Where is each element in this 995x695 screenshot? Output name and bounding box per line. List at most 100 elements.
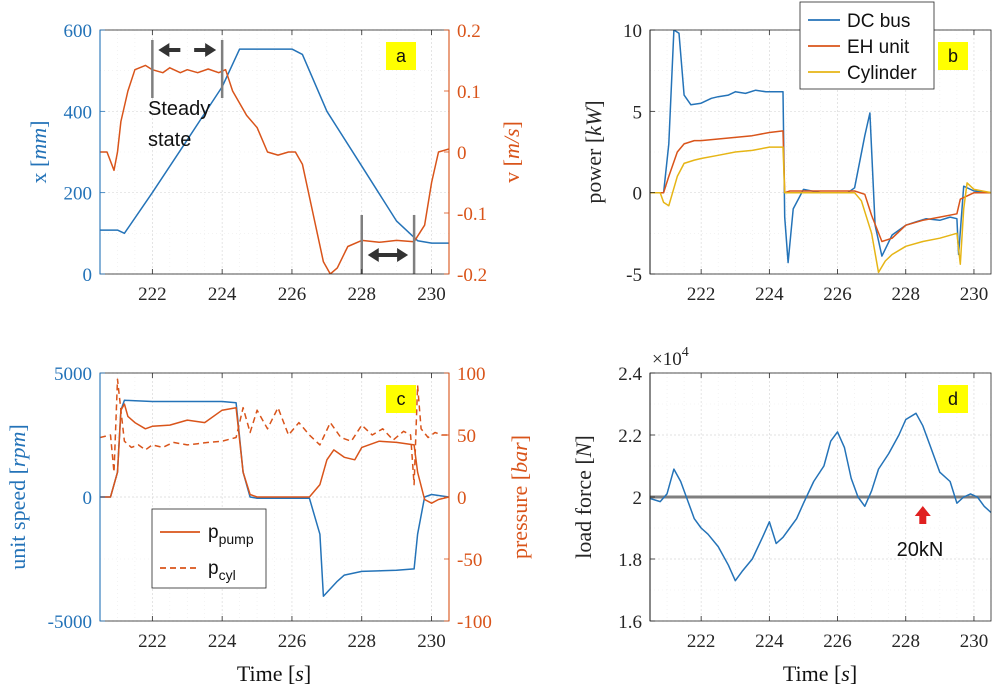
panel-b-left-axis-bracket-open: [ [581, 136, 606, 143]
panel-d-tag-box [938, 385, 968, 413]
arrow-bottom-right-head [397, 248, 409, 262]
panel-b-left-axis-label: power [kW] [581, 100, 606, 203]
panel-c-right-axis-label-main: pressure [507, 480, 532, 559]
panel-a-annotations: Steady state [148, 40, 416, 274]
right-y-tick-label: -100 [457, 612, 492, 633]
y-tick-label: 600 [64, 21, 93, 42]
panel-c-left-axis-label: unit speed [rpm] [5, 424, 30, 569]
arrow-bottom-left-head [367, 248, 379, 262]
arrow-top-left-head [158, 43, 170, 57]
panel-c-x-axis-bracket-open: [ [288, 661, 295, 686]
panel-d-x-axis-label-main: Time [783, 661, 834, 686]
series-line-unit-speed [100, 399, 449, 597]
right-y-tick-label: -50 [457, 550, 482, 571]
panel-c-legend: ppump pcyl [160, 522, 254, 583]
legend-p-cyl-sub: cyl [219, 567, 236, 583]
y-tick-label: 0 [83, 488, 93, 509]
legend-label-cylinder: Cylinder [847, 63, 917, 84]
panel-d-left-axis-bracket-open: [ [571, 457, 596, 464]
y-tick-label: 200 [64, 184, 93, 205]
panel-d-left-axis-label: load force [N] [571, 435, 596, 558]
right-y-tick-label: 50 [457, 426, 476, 447]
panel-c-x-axis-unit: s [295, 661, 304, 686]
arrow-top-right-head [205, 43, 217, 57]
legend-p-pump-base: p [208, 522, 219, 543]
x-tick-label: 224 [208, 631, 237, 652]
panel-c-left-axis-bracket-open: [ [5, 467, 30, 474]
panel-a-left-axis-label: x [mm] [26, 121, 51, 184]
panel-d-tag: d [948, 389, 958, 409]
y-tick-label: 400 [64, 102, 93, 123]
panel-d-exponent-label: ×104 [652, 345, 689, 370]
panel-c-right-axis-bracket-close: ] [507, 435, 532, 442]
panel-d-left-axis-unit: N [571, 441, 596, 458]
legend-item-p-cyl-label: pcyl [208, 558, 236, 583]
panel-b-axes: 222 224 226 228 230 -5 0 5 10 [623, 21, 988, 305]
panel-b-legend: DC bus EH unit Cylinder [808, 11, 917, 84]
panel-c: 222 224 226 228 230 -5000 0 5000 -100 -50 0 50 100 p… [5, 364, 532, 686]
y-tick-label: 0 [83, 265, 93, 286]
panel-d-x-axis-unit: s [841, 661, 850, 686]
x-tick-label: 228 [348, 284, 377, 305]
right-y-tick-label: 0.2 [457, 21, 481, 42]
right-y-tick-label: -0.2 [457, 265, 487, 286]
y-tick-label: 1.8 [618, 550, 642, 571]
y-tick-label: 5000 [54, 364, 92, 385]
panel-c-right-axis-bracket-open: [ [507, 473, 532, 480]
y-tick-label: -5 [626, 265, 642, 286]
panel-c-right-axis-label: pressure [bar] [507, 435, 532, 559]
y-tick-label: -5000 [48, 612, 92, 633]
panel-a-right-axis-label: v [m/s] [499, 121, 524, 183]
panel-c-series [100, 378, 449, 597]
x-tick-label: 222 [687, 284, 716, 305]
panel-a-series [100, 48, 449, 274]
legend-item-p-pump-label: ppump [208, 522, 254, 547]
panel-d-left-axis-label-main: load force [571, 465, 596, 559]
x-tick-label: 226 [278, 284, 307, 305]
x-tick-label: 230 [960, 631, 989, 652]
panel-d-left-axis-bracket-close: ] [571, 435, 596, 442]
right-y-tick-label: 0.1 [457, 82, 481, 103]
x-tick-label: 228 [892, 631, 921, 652]
panel-d-exponent-power: 4 [682, 345, 689, 360]
legend-p-pump-sub: pump [219, 531, 254, 547]
panel-b-series [650, 30, 991, 274]
panel-a-left-axis-label-main: x [26, 167, 51, 184]
y-tick-label: 10 [623, 21, 642, 42]
panel-c-x-axis-bracket-close: ] [304, 661, 311, 686]
panel-d-x-axis-bracket-open: [ [834, 661, 841, 686]
x-tick-label: 224 [208, 284, 237, 305]
panel-b: 222 224 226 228 230 -5 0 5 10 DC bus EH unit Cylin… [581, 1, 992, 305]
panel-b-tag-box [938, 42, 968, 70]
x-tick-label: 226 [278, 631, 307, 652]
series-line-p-pump [100, 403, 449, 504]
right-y-tick-label: 100 [457, 364, 486, 385]
panel-a-tag: a [396, 46, 407, 66]
panel-c-axes: 222 224 226 228 230 -5000 0 5000 -100 -50 0 50 100 [48, 364, 492, 652]
x-tick-label: 230 [417, 631, 446, 652]
panel-c-tag-box [386, 385, 416, 413]
right-y-tick-label: 0 [457, 488, 467, 509]
panel-c-legend-box [151, 508, 267, 589]
panel-c-right-axis-unit: bar [507, 442, 532, 473]
reference-arrow-shaft [919, 515, 927, 524]
panel-a-left-axis-bracket-open: [ [26, 160, 51, 167]
steady-state-label-line1: Steady [148, 98, 210, 120]
x-tick-label: 230 [417, 284, 446, 305]
x-tick-label: 224 [755, 284, 784, 305]
y-tick-label: 2.2 [618, 426, 642, 447]
series-line-load-force [650, 412, 991, 582]
y-tick-label: 2 [633, 488, 643, 509]
y-tick-label: 1.6 [618, 612, 642, 633]
panel-c-left-axis-label-main: unit speed [5, 474, 30, 569]
panel-d: 222 224 226 228 230 1.6 1.8 2 2.2 2.4 ×104 20kN d… [571, 345, 992, 686]
x-tick-label: 228 [892, 284, 921, 305]
panel-b-left-axis-bracket-close: ] [581, 100, 606, 107]
x-tick-label: 226 [823, 631, 852, 652]
panel-a-axes: 222 224 226 228 230 0 200 400 600 -0.2 -0.1 0 0.1 0.2 [64, 21, 488, 305]
right-y-tick-label: 0 [457, 143, 467, 164]
y-tick-label: 2.4 [618, 364, 642, 385]
legend-label-eh-unit: EH unit [847, 37, 910, 58]
panel-b-tag: b [948, 46, 958, 66]
